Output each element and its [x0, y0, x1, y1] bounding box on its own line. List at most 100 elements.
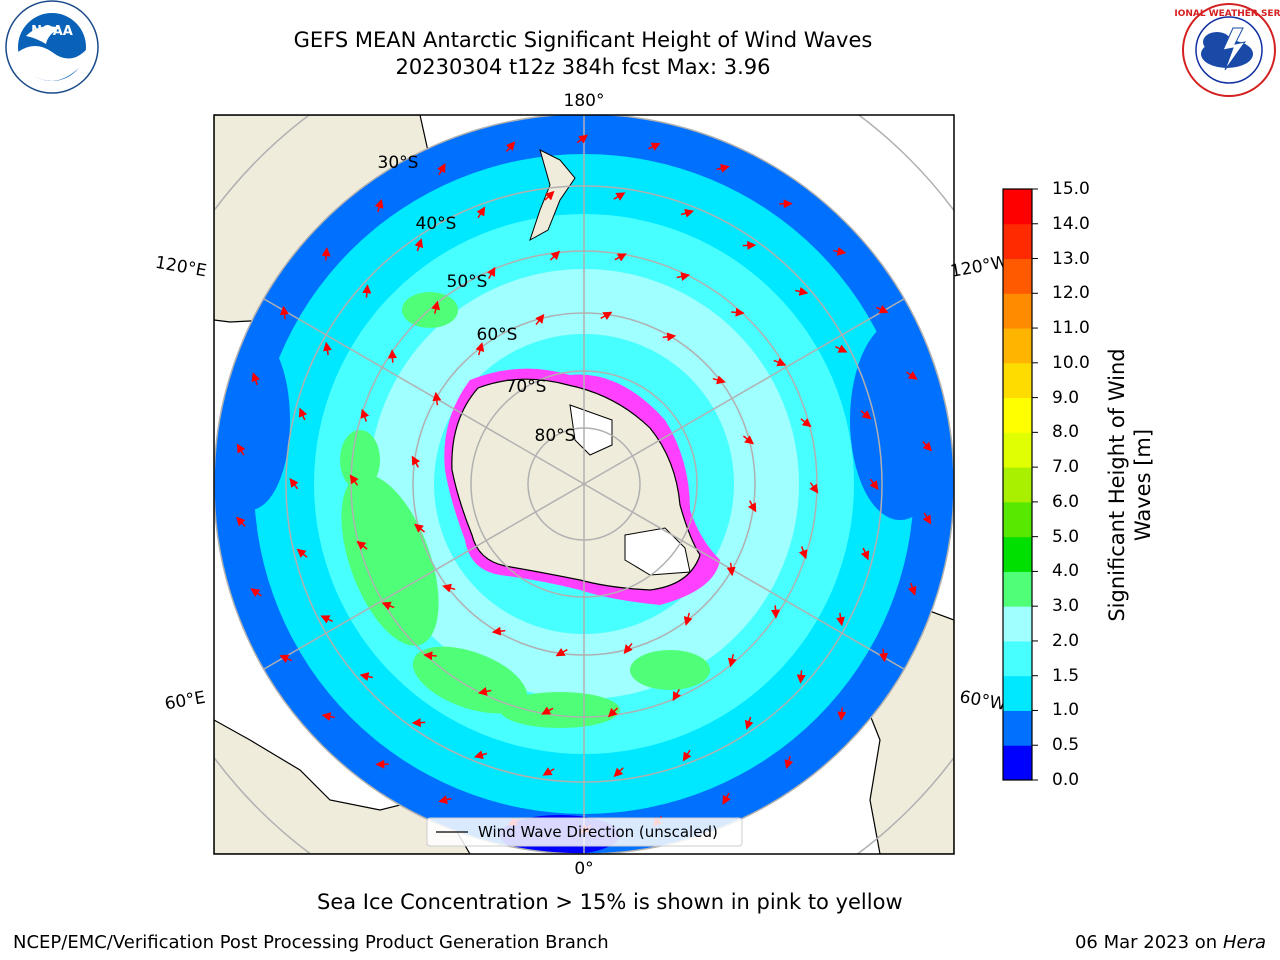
wind-wave-arrow [662, 332, 677, 342]
colorbar-tick-label: 0.0 [1052, 770, 1080, 790]
wind-wave-arrow [414, 238, 424, 252]
colorbar-segment [1003, 467, 1032, 503]
wind-wave-arrow [544, 190, 555, 201]
wind-wave-arrow [356, 540, 368, 550]
wind-wave-arrow [731, 307, 745, 317]
wind-wave-arrow [576, 134, 588, 144]
colorbar-segment [1003, 536, 1032, 572]
noaa-logo-text: NOAA [31, 24, 73, 39]
colorbar-tick-label: 1.0 [1052, 700, 1080, 721]
colorbar-tick-label: 14.0 [1052, 213, 1090, 234]
wind-wave-arrow [906, 370, 918, 380]
wind-wave-arrow [835, 344, 848, 353]
lon-label-60w: 60°W [958, 687, 1008, 715]
wind-wave-arrow [747, 500, 757, 513]
wind-wave-arrow [320, 615, 333, 624]
wind-wave-arrow [727, 654, 737, 668]
colorbar-tick-label: 15.0 [1052, 179, 1090, 199]
legend-label: Wind Wave Direction (unscaled) [478, 823, 718, 841]
noaa-logo: NOAA [5, 0, 99, 94]
colorbar-segment [1003, 606, 1032, 642]
wind-wave-arrow [321, 247, 331, 261]
lon-label-180: 180° [564, 91, 605, 111]
wind-wave-arrow [613, 192, 626, 201]
chart-subtitle: 20230304 t12z 384h fcst Max: 3.96 [395, 55, 771, 79]
footer-branch: NCEP/EMC/Verification Post Processing Pr… [13, 932, 609, 953]
colorbar-segment [1003, 258, 1032, 294]
wind-wave-arrow [423, 651, 437, 661]
wind-wave-arrow [784, 755, 794, 770]
wind-wave-arrow [798, 546, 808, 560]
colorbar-segment [1003, 571, 1032, 607]
lon-label-120w: 120°W [949, 252, 1010, 282]
colorbar [1003, 188, 1038, 781]
lat-label-60s: 60°S [477, 325, 518, 345]
lon-label-0: 0° [574, 859, 593, 879]
wind-wave-arrow [676, 272, 691, 281]
wind-wave-arrow [411, 455, 421, 468]
wind-wave-arrow [613, 767, 624, 778]
colorbar-tick-label: 9.0 [1052, 387, 1080, 408]
colorbar-tick-label: 1.5 [1052, 665, 1080, 686]
wind-wave-arrow [773, 357, 787, 367]
colorbar-tick-label: 4.0 [1052, 561, 1080, 582]
colorbar-segment [1003, 710, 1032, 746]
footer-date: 06 Mar 2023 on Hera [1074, 932, 1266, 953]
colorbar-segment [1003, 675, 1032, 711]
colorbar-tick-label: 12.0 [1052, 283, 1090, 304]
wind-wave-arrow [833, 246, 847, 256]
wind-wave-arrow [836, 612, 845, 627]
wind-wave-arrow [860, 410, 872, 420]
map-legend: Wind Wave Direction (unscaled) [426, 817, 743, 847]
nws-logo: NATIONAL WEATHER SERVICE [1175, 3, 1280, 97]
wind-wave-arrow [473, 750, 488, 760]
wind-wave-arrow [869, 478, 879, 491]
chart-title: GEFS MEAN Antarctic Significant Height o… [293, 28, 873, 52]
colorbar-tick-label: 11.0 [1052, 318, 1090, 339]
wind-wave-arrow [442, 583, 456, 593]
wind-wave-arrow [374, 198, 384, 213]
colorbar-tick-label: 13.0 [1052, 248, 1090, 269]
wind-wave-arrow [486, 266, 496, 279]
wind-wave-arrow [648, 142, 661, 151]
colorbar-segment [1003, 293, 1032, 329]
wind-wave-arrow [279, 654, 293, 663]
weddell-ice-shelf [624, 527, 691, 576]
wind-wave-arrow [279, 305, 289, 320]
lat-label-50s: 50°S [447, 272, 488, 292]
wind-wave-arrow [542, 767, 555, 776]
wind-wave-arrow [607, 707, 619, 718]
wind-wave-arrow [683, 612, 693, 626]
wind-wave-arrow [431, 300, 441, 314]
wind-wave-arrow [922, 512, 932, 525]
colorbar-segment [1003, 397, 1032, 433]
wind-wave-arrow [289, 477, 299, 490]
colorbar-tick-label: 3.0 [1052, 596, 1080, 617]
wind-wave-arrow [879, 648, 889, 663]
wind-wave-arrow [491, 626, 506, 636]
colorbar-segment [1003, 640, 1032, 677]
wind-wave-arrow [716, 163, 730, 173]
wind-wave-arrow [837, 707, 847, 721]
wind-wave-arrow [323, 341, 332, 356]
wind-wave-arrow [381, 601, 395, 611]
wind-wave-arrow [250, 588, 262, 598]
ross-ice-shelf [569, 404, 613, 456]
wind-wave-arrow [477, 687, 492, 696]
colorbar-tick-label: 10.0 [1052, 352, 1090, 373]
wind-wave-arrow [235, 516, 246, 527]
wind-wave-arrow [298, 407, 308, 421]
wind-wave-arrow [432, 391, 442, 406]
wind-wave-arrow [555, 647, 568, 657]
colorbar-segment [1003, 328, 1032, 364]
wind-wave-arrow [875, 305, 889, 314]
colorbar-tick-label: 7.0 [1052, 457, 1080, 478]
wind-wave-arrow [236, 443, 246, 456]
wind-wave-arrow [541, 706, 554, 715]
wind-wave-arrow [549, 250, 561, 261]
wind-wave-arrows [235, 134, 933, 834]
colorbar-segment [1003, 745, 1032, 781]
colorbar-frame [1002, 188, 1033, 781]
colorbar-tick-label: 0.5 [1052, 735, 1080, 756]
